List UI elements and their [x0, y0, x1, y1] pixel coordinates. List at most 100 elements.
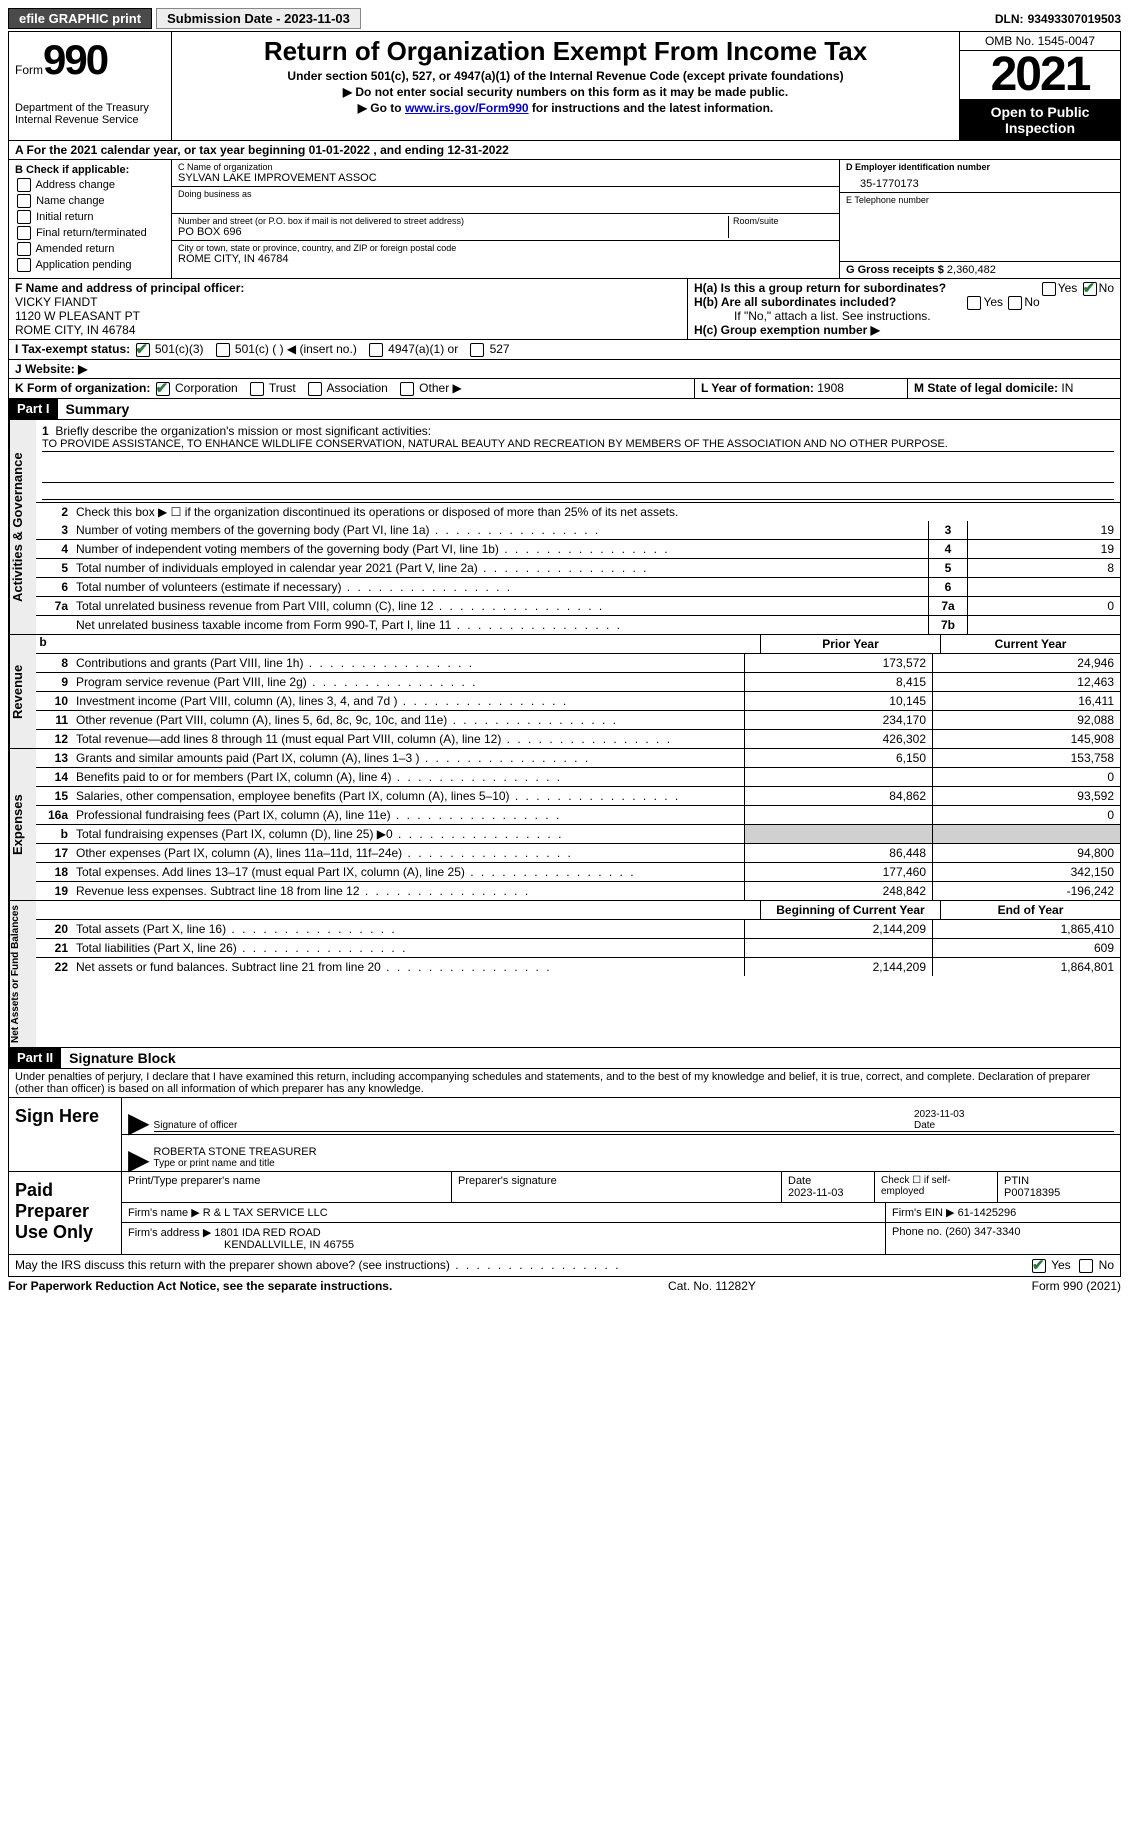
check-501c[interactable] — [216, 343, 230, 357]
part1-rev: Revenue b Prior Year Current Year 8Contr… — [8, 635, 1121, 749]
ha-no[interactable] — [1083, 282, 1097, 296]
efile-print-button[interactable]: efile GRAPHIC print — [8, 8, 152, 29]
dln-value: 93493307019503 — [1028, 12, 1121, 26]
org-name: SYLVAN LAKE IMPROVEMENT ASSOC — [178, 172, 833, 184]
check-4947[interactable] — [369, 343, 383, 357]
summary-line: 15Salaries, other compensation, employee… — [36, 787, 1120, 806]
header-left: Form990 Department of the Treasury Inter… — [9, 32, 172, 140]
summary-line: 19Revenue less expenses. Subtract line 1… — [36, 882, 1120, 900]
check-address-change[interactable] — [17, 178, 31, 192]
check-name-change[interactable] — [17, 194, 31, 208]
dln-label: DLN: — [995, 12, 1024, 26]
hb-yes[interactable] — [967, 296, 981, 310]
part2-header-row: Part II Signature Block — [8, 1048, 1121, 1069]
may-irs-yes-lbl: Yes — [1051, 1258, 1071, 1272]
firm-phone: (260) 347-3340 — [945, 1226, 1020, 1238]
form-number: 990 — [43, 36, 107, 83]
lbl-501c: 501(c) ( ) ◀ (insert no.) — [235, 342, 357, 356]
may-irs-no-lbl: No — [1099, 1258, 1114, 1272]
hb-label: H(b) Are all subordinates included? — [694, 295, 896, 309]
lbl-other: Other ▶ — [419, 381, 462, 395]
check-initial-return[interactable] — [17, 210, 31, 224]
may-irs-discuss: May the IRS discuss this return with the… — [15, 1258, 621, 1273]
line1-label: Briefly describe the organization's miss… — [55, 424, 431, 438]
part1-exp: Expenses 13Grants and similar amounts pa… — [8, 749, 1121, 901]
check-501c3[interactable] — [136, 343, 150, 357]
paid-preparer-label: Paid Preparer Use Only — [9, 1172, 122, 1254]
open-inspection: Open to Public Inspection — [960, 100, 1120, 140]
check-corp[interactable] — [156, 382, 170, 396]
summary-line: 22Net assets or fund balances. Subtract … — [36, 958, 1120, 976]
lbl-address-change: Address change — [35, 179, 115, 191]
lbl-final-return: Final return/terminated — [36, 227, 147, 239]
lbl-527: 527 — [490, 342, 510, 356]
check-527[interactable] — [470, 343, 484, 357]
l-val: 1908 — [817, 381, 844, 395]
summary-line: bTotal fundraising expenses (Part IX, co… — [36, 825, 1120, 844]
tab-expenses: Expenses — [9, 749, 36, 900]
lbl-amended: Amended return — [35, 243, 114, 255]
firm-ein: 61-1425296 — [958, 1207, 1017, 1219]
tab-activities-governance: Activities & Governance — [9, 420, 36, 634]
dba-label: Doing business as — [178, 189, 833, 199]
row-a-tax-year: A For the 2021 calendar year, or tax yea… — [8, 141, 1121, 160]
col-b-title: B Check if applicable: — [15, 164, 165, 176]
dept-treasury: Department of the Treasury Internal Reve… — [15, 102, 165, 126]
ha-label: H(a) Is this a group return for subordin… — [694, 281, 946, 295]
rowa-end: 12-31-2022 — [447, 143, 508, 157]
col-prior-year: Prior Year — [760, 635, 940, 653]
section-j: J Website: ▶ — [8, 360, 1121, 379]
footer-mid: Cat. No. 11282Y — [668, 1279, 756, 1293]
hb-yes-lbl: Yes — [983, 295, 1003, 309]
check-final-return[interactable] — [17, 226, 31, 240]
sig-intro: Under penalties of perjury, I declare th… — [9, 1069, 1120, 1097]
tab-revenue: Revenue — [9, 635, 36, 748]
ein-label: D Employer identification number — [846, 162, 1114, 172]
ptin-value: P00718395 — [1004, 1187, 1060, 1199]
l-label: L Year of formation: — [701, 381, 817, 395]
inst2-post: for instructions and the latest informat… — [529, 101, 774, 115]
hb-no[interactable] — [1008, 296, 1022, 310]
check-trust[interactable] — [250, 382, 264, 396]
summary-line: 10Investment income (Part VIII, column (… — [36, 692, 1120, 711]
sig-officer-label: Signature of officer — [154, 1120, 238, 1131]
phone-label: E Telephone number — [846, 195, 1114, 205]
part1-header: Part I — [9, 399, 58, 419]
check-other[interactable] — [400, 382, 414, 396]
tax-year: 2021 — [960, 51, 1120, 100]
may-irs-yes[interactable] — [1032, 1259, 1046, 1273]
room-label: Room/suite — [733, 216, 833, 226]
lbl-501c3: 501(c)(3) — [155, 342, 204, 356]
form-subtitle: Under section 501(c), 527, or 4947(a)(1)… — [178, 69, 953, 83]
check-app-pending[interactable] — [17, 258, 31, 272]
summary-line: 3Number of voting members of the governi… — [36, 521, 1120, 540]
lbl-assoc: Association — [326, 381, 387, 395]
arrow-icon: ▶ — [128, 1152, 150, 1169]
rowa-begin: 01-01-2022 — [309, 143, 370, 157]
rowa-pre: A For the 2021 calendar year, or tax yea… — [15, 143, 309, 157]
irs-link[interactable]: www.irs.gov/Form990 — [405, 101, 529, 115]
part1-title: Summary — [58, 399, 138, 419]
form-title: Return of Organization Exempt From Incom… — [178, 36, 953, 67]
hb-note: If "No," attach a list. See instructions… — [694, 309, 1114, 323]
check-amended[interactable] — [17, 242, 31, 256]
submission-date-button[interactable]: Submission Date - 2023-11-03 — [156, 8, 361, 29]
check-self-employed: Check ☐ if self-employed — [875, 1172, 998, 1202]
section-h: H(a) Is this a group return for subordin… — [687, 279, 1120, 339]
header-mid: Return of Organization Exempt From Incom… — [172, 32, 959, 140]
summary-line: 14Benefits paid to or for members (Part … — [36, 768, 1120, 787]
may-irs-no[interactable] — [1079, 1259, 1093, 1273]
section-f: F Name and address of principal officer:… — [9, 279, 687, 339]
i-label: I Tax-exempt status: — [15, 342, 130, 356]
summary-line: 11Other revenue (Part VIII, column (A), … — [36, 711, 1120, 730]
lbl-app-pending: Application pending — [35, 259, 131, 271]
summary-line: 4Number of independent voting members of… — [36, 540, 1120, 559]
line2-text: Check this box ▶ ☐ if the organization d… — [72, 503, 1120, 521]
lbl-trust: Trust — [269, 381, 296, 395]
summary-line: 13Grants and similar amounts paid (Part … — [36, 749, 1120, 768]
ha-yes[interactable] — [1042, 282, 1056, 296]
firm-ein-label: Firm's EIN ▶ — [892, 1207, 958, 1219]
firm-name: R & L TAX SERVICE LLC — [203, 1207, 328, 1219]
check-assoc[interactable] — [308, 382, 322, 396]
form-header: Form990 Department of the Treasury Inter… — [8, 31, 1121, 141]
